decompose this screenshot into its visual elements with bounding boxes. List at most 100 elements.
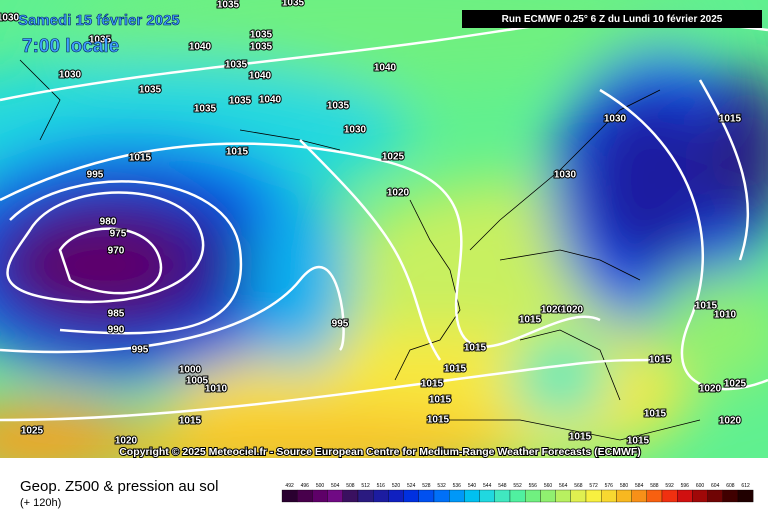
isobar-label: 1015 [427,415,450,426]
legend-value: 592 [665,483,674,489]
isobar-label: 1025 [382,152,405,163]
footer-bar [0,458,768,512]
isobar-label: 1040 [189,42,212,53]
legend-swatch [449,489,465,503]
isobar-labels: 1030103510351035104010351035103010351040… [0,0,748,448]
isobar-label: 1035 [282,0,305,9]
isobar-label: 1020 [699,384,722,395]
isobar-label: 1015 [644,409,667,420]
footer-lead: (+ 120h) [20,497,61,509]
legend-swatch [433,489,450,503]
legend-swatch [297,489,313,503]
legend-value: 524 [407,483,416,489]
legend-value: 564 [559,483,568,489]
legend-swatch [312,489,328,503]
legend-swatch [388,489,404,503]
legend-swatch [631,489,647,503]
isobar-label: 970 [108,246,125,257]
isobar-label: 1035 [229,96,252,107]
isobar-label: 1020 [541,305,564,316]
footer-title: Geop. Z500 & pression au sol [20,478,218,495]
isobar-label: 1015 [695,301,718,312]
legend-swatch [281,489,298,503]
isobar-label: 1015 [649,355,672,366]
isobar-label: 1025 [21,426,44,437]
legend-swatch [342,489,359,503]
legend-value: 568 [574,483,583,489]
legend-value: 504 [331,483,340,489]
isobar-label: 1010 [714,310,737,321]
isobar-label: 1005 [186,376,209,387]
isobar-label: 1025 [724,379,747,390]
isobar-label: 1030 [59,70,82,81]
legend-value: 576 [605,483,614,489]
legend-value: 556 [529,483,538,489]
isobar-label: 1035 [139,85,162,96]
legend-swatch [646,489,663,503]
legend-value: 596 [681,483,690,489]
legend-swatch [373,489,389,503]
isobar-label: 995 [332,319,349,330]
legend-swatch [585,489,602,503]
legend-value: 604 [711,483,720,489]
isobar-label: 1035 [250,30,273,41]
isobar-label: 1015 [719,114,742,125]
legend-swatch [525,489,541,503]
legend-value: 520 [392,483,401,489]
isobar-label: 1015 [444,364,467,375]
isobar-label: 1035 [225,60,248,71]
isobar-label: 1035 [194,104,217,115]
run-box [462,10,762,28]
legend-value: 540 [468,483,477,489]
isobar-label: 1015 [627,436,650,447]
isobar-label: 1015 [226,147,249,158]
legend: 492 496 500 504 508 512 516 520 524 528 532 536 540 5… [281,483,754,503]
isobar-label: 1020 [719,416,742,427]
legend-value: 532 [437,483,446,489]
legend-value: 528 [422,483,431,489]
isobar-label: 975 [110,229,127,240]
legend-value: 612 [741,483,750,489]
isobar-label: 1035 [89,35,112,46]
legend-value: 552 [513,483,522,489]
isobar-label: 1015 [421,379,444,390]
legend-swatch [494,489,511,503]
isobar-label: 980 [100,217,117,228]
map-field [0,0,768,458]
legend-swatch [570,489,587,503]
legend-swatch [327,489,343,503]
time-title: 7:00 locale [22,36,119,57]
isobar-label: 985 [108,309,125,320]
isobar-label: 995 [87,170,104,181]
legend-swatch [722,489,739,503]
legend-swatch [403,489,419,503]
legend-value: 560 [544,483,553,489]
isobar-label: 1015 [129,153,152,164]
isobar-label: 1030 [0,13,20,24]
legend-swatch [692,489,708,503]
legend-value: 516 [377,483,386,489]
legend-value: 588 [650,483,659,489]
legend-value: 512 [361,483,370,489]
legend-value: 572 [589,483,598,489]
isobar-label: 1015 [569,432,592,443]
isobar-label: 1015 [179,416,202,427]
legend-swatch [601,489,617,503]
copyright: Copyright © 2025 Meteociel.fr - Source E… [119,446,641,458]
legend-swatch [737,489,754,503]
isobar-label: 1030 [604,114,627,125]
legend-swatch [464,489,480,503]
legend-value: 536 [453,483,462,489]
legend-swatch [707,489,723,503]
legend-value: 496 [301,483,310,489]
isobar-label: 1040 [259,95,282,106]
legend-value: 608 [726,483,735,489]
legend-swatch [418,489,435,503]
legend-value: 544 [483,483,492,489]
legend-swatch [479,489,495,503]
isobar-label: 1035 [250,42,273,53]
isobar-label: 1030 [344,125,367,136]
isobar-label: 1020 [115,436,138,447]
isobar-label: 1015 [519,315,542,326]
